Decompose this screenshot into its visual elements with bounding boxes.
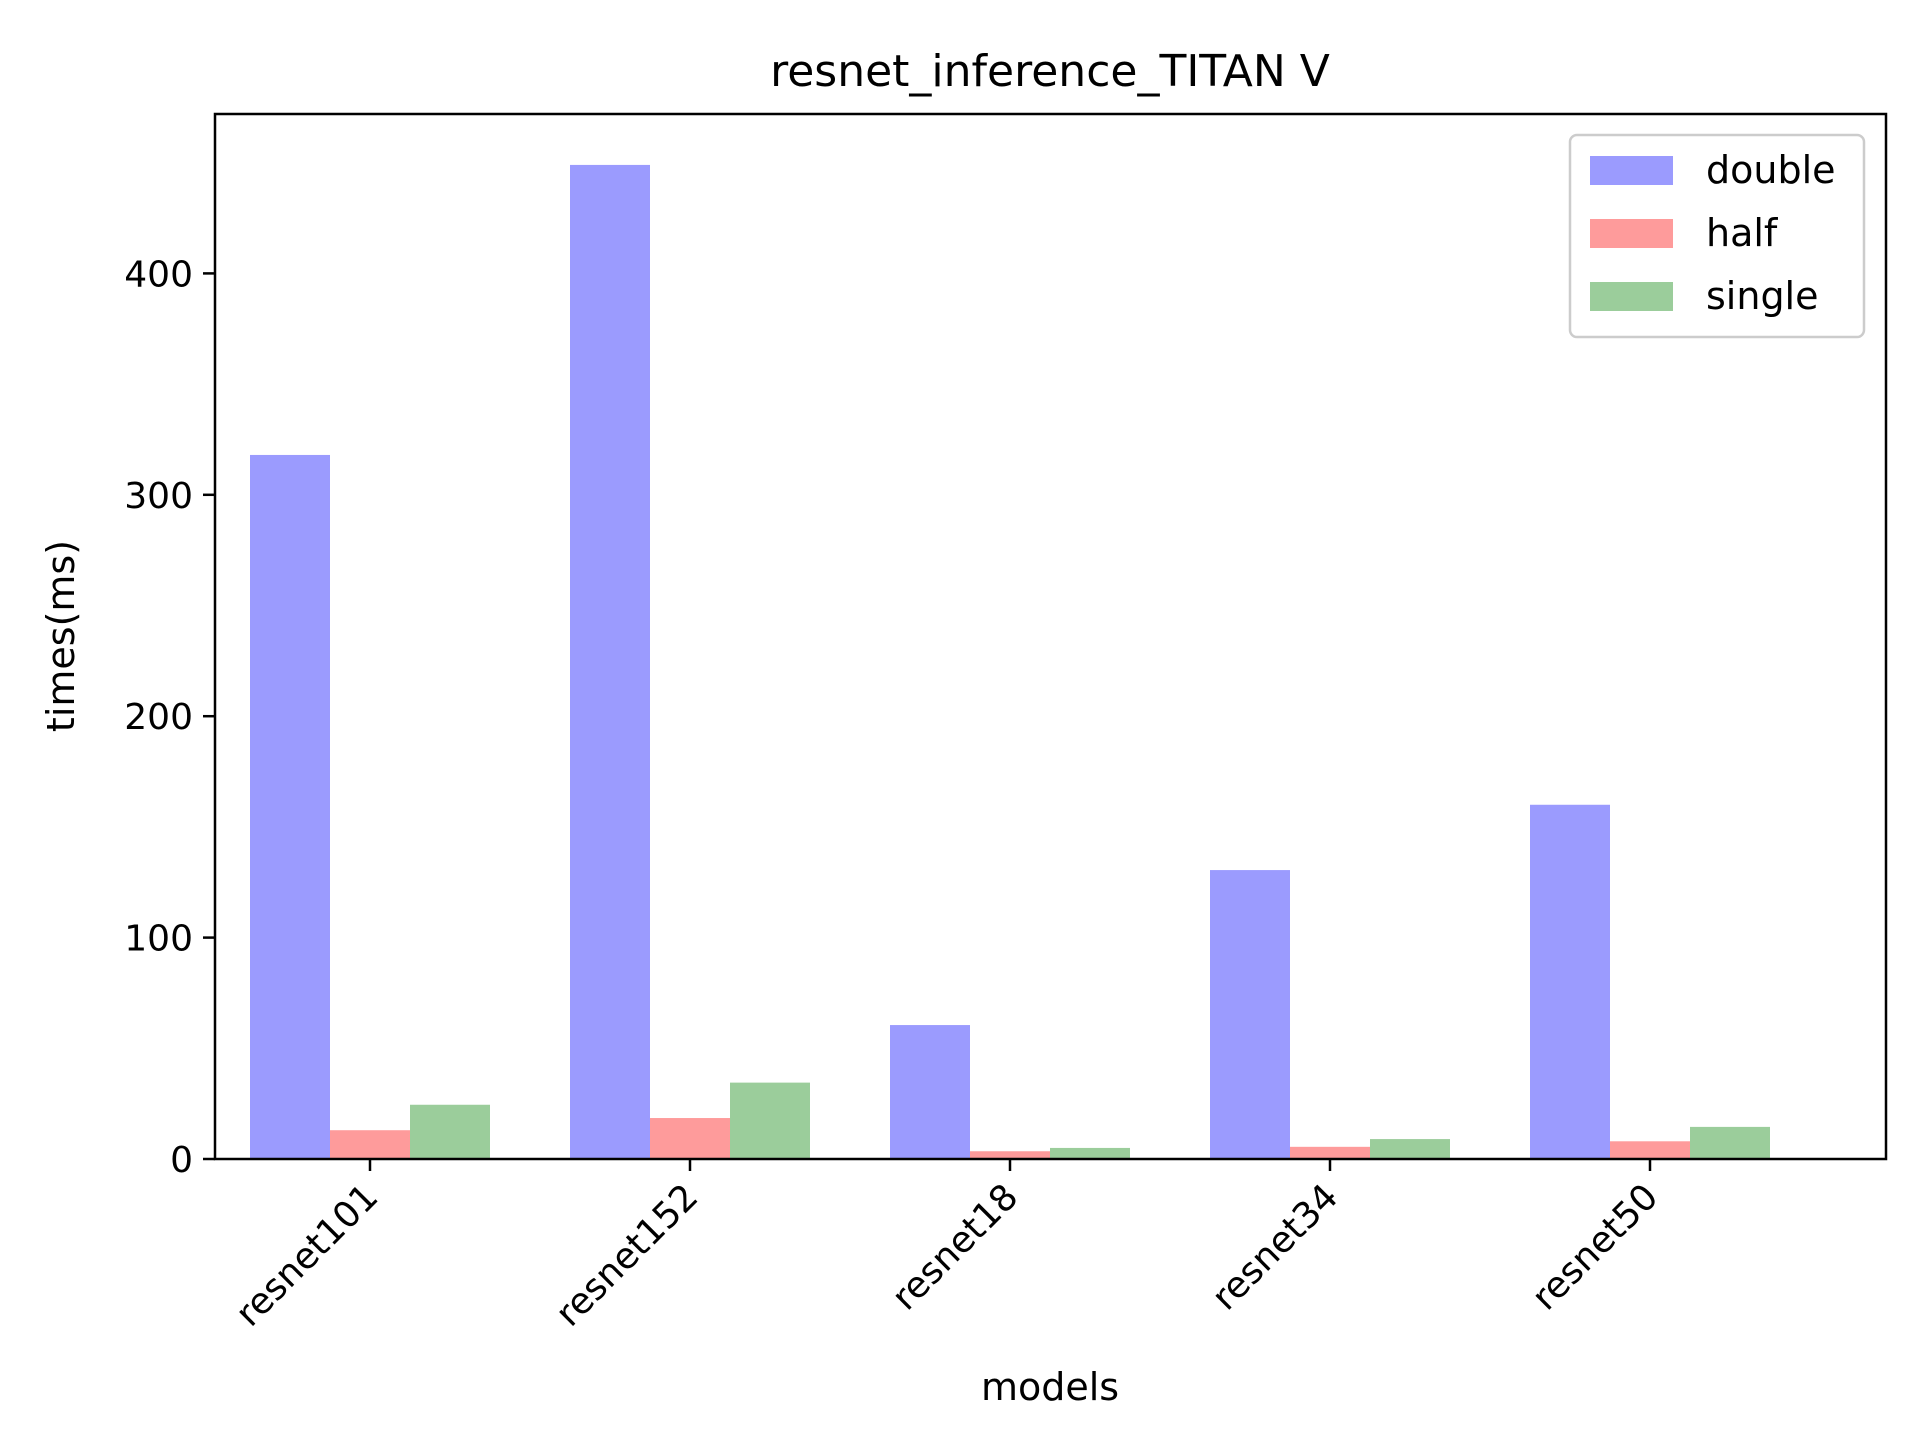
x-axis-label: models — [981, 1365, 1119, 1409]
y-tick-label: 200 — [124, 697, 193, 738]
legend: double half single — [1568, 133, 1866, 339]
x-axis-ticks: resnet101 resnet152 resnet18 resnet34 resnet… — [228, 1159, 1666, 1335]
bar-half-resnet18 — [970, 1151, 1050, 1159]
bar-half-resnet152 — [650, 1118, 730, 1159]
bar-single-resnet18 — [1050, 1147, 1130, 1159]
y-axis-label: times(ms) — [39, 540, 83, 732]
x-tick-label: resnet34 — [1204, 1176, 1346, 1318]
x-tick-label: resnet50 — [1524, 1176, 1666, 1318]
bar-half-resnet101 — [330, 1130, 410, 1159]
legend-label-double: double — [1706, 148, 1836, 192]
bar-single-resnet152 — [730, 1082, 810, 1159]
bar-double-resnet101 — [250, 454, 330, 1160]
bar-half-resnet34 — [1290, 1146, 1370, 1159]
chart-title: resnet_inference_TITAN V — [770, 46, 1330, 97]
x-tick-label: resnet18 — [884, 1176, 1026, 1318]
legend-swatch-half — [1590, 219, 1673, 248]
legend-label-single: single — [1706, 274, 1819, 318]
y-axis-ticks: 0 100 200 300 400 — [124, 254, 215, 1181]
x-tick-label: resnet101 — [228, 1176, 386, 1334]
bars — [250, 164, 1770, 1160]
bar-single-resnet101 — [410, 1104, 490, 1159]
x-tick-label: resnet152 — [548, 1176, 706, 1334]
legend-swatch-double — [1590, 156, 1673, 185]
legend-swatch-single — [1590, 282, 1673, 311]
bar-double-resnet34 — [1210, 870, 1290, 1159]
bar-single-resnet50 — [1690, 1126, 1770, 1159]
bar-double-resnet18 — [890, 1025, 970, 1159]
plot-frame — [213, 112, 1888, 1161]
y-tick-label: 100 — [124, 919, 193, 960]
y-tick-label: 400 — [124, 254, 193, 295]
legend-label-half: half — [1706, 211, 1779, 255]
bar-double-resnet50 — [1530, 804, 1610, 1159]
bar-double-resnet152 — [570, 164, 650, 1159]
y-tick-label: 0 — [170, 1140, 193, 1181]
bar-single-resnet34 — [1370, 1139, 1450, 1159]
bar-half-resnet50 — [1610, 1141, 1690, 1159]
y-tick-label: 300 — [124, 476, 193, 517]
